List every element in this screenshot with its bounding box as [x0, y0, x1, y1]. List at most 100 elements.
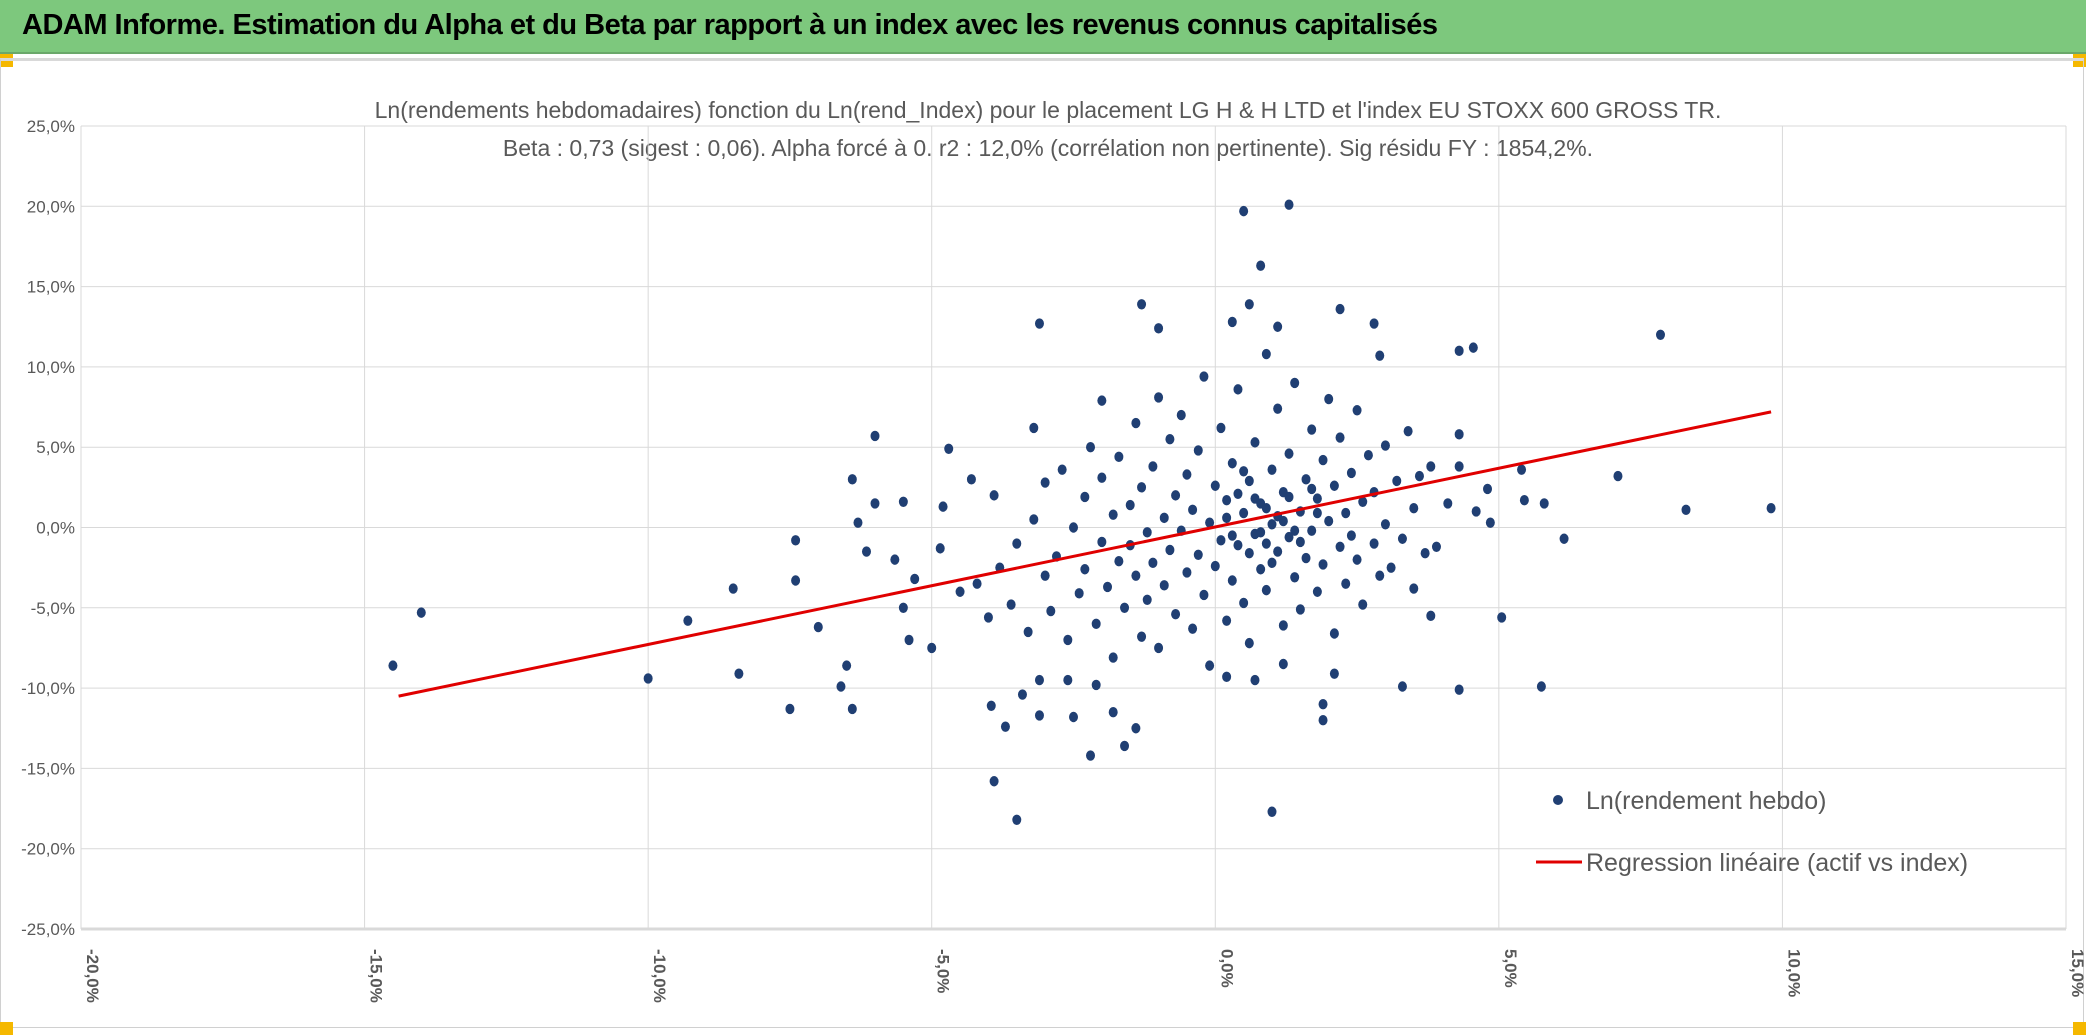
data-point [1176, 409, 1186, 421]
data-point [1267, 519, 1277, 530]
data-point [1040, 570, 1050, 581]
data-point [1278, 658, 1288, 670]
data-point [842, 660, 852, 671]
data-point [1040, 477, 1050, 488]
data-point [1273, 321, 1283, 332]
data-point [1244, 637, 1254, 649]
data-point [1205, 517, 1215, 528]
data-point [1335, 432, 1345, 443]
y-tick-label: 15,0% [27, 278, 75, 297]
data-point [1443, 498, 1453, 509]
data-point [1681, 504, 1691, 516]
legend-label-regression: Regression linéaire (actif vs index) [1586, 849, 1968, 877]
y-tick-label: -5,0% [31, 599, 75, 618]
x-tick-label: 10,0% [1784, 949, 1803, 997]
data-point [1239, 205, 1249, 217]
data-point [927, 642, 937, 654]
data-point [1352, 405, 1362, 416]
data-point [1165, 433, 1175, 445]
data-point [1483, 483, 1493, 495]
data-point [1108, 706, 1118, 718]
legend-marker-points [1553, 795, 1563, 805]
data-point [1454, 461, 1464, 472]
data-point [1426, 461, 1436, 472]
data-point [1148, 461, 1158, 472]
data-point [1426, 610, 1436, 622]
data-point [1536, 681, 1546, 692]
data-point [1091, 679, 1101, 691]
data-point [1261, 348, 1271, 360]
data-point [1108, 509, 1118, 520]
data-point [1188, 504, 1198, 516]
data-point [935, 543, 945, 554]
data-point [1497, 612, 1507, 623]
data-point [1250, 493, 1260, 504]
data-point [1227, 458, 1237, 469]
data-point [1278, 620, 1288, 631]
data-point [791, 575, 801, 586]
data-point [1120, 740, 1130, 752]
data-point [1267, 557, 1277, 569]
data-point [1307, 525, 1317, 536]
data-point [1222, 671, 1232, 683]
data-point [1250, 437, 1260, 448]
data-point [734, 668, 744, 679]
data-point [1057, 464, 1067, 475]
chart-subtitle: Beta : 0,73 (sigest : 0,06). Alpha forcé… [503, 135, 1593, 161]
data-point [1250, 674, 1260, 686]
data-point [1006, 599, 1016, 610]
data-point [1227, 316, 1237, 328]
data-point [1244, 547, 1254, 559]
data-point [1216, 535, 1226, 546]
data-point [1318, 715, 1328, 726]
data-point [1256, 527, 1266, 538]
data-point [1392, 475, 1402, 487]
data-point [1256, 564, 1266, 575]
data-point [1409, 583, 1419, 594]
data-point [1261, 503, 1271, 514]
data-point [1114, 451, 1124, 463]
data-point [1012, 538, 1022, 549]
data-point [791, 535, 801, 546]
data-point [1244, 299, 1254, 310]
selection-handle[interactable] [2073, 1022, 2086, 1035]
data-point [1559, 533, 1569, 544]
data-point [785, 703, 795, 715]
selection-handle[interactable] [0, 1022, 13, 1035]
x-tick-label: -15,0% [367, 949, 386, 1003]
data-point [1329, 668, 1339, 679]
data-point [1063, 674, 1073, 686]
y-tick-label: 25,0% [27, 117, 75, 136]
data-point [1017, 689, 1027, 700]
data-point [898, 602, 908, 613]
data-point [1312, 586, 1322, 597]
data-point [898, 496, 908, 508]
data-point [989, 776, 999, 787]
chart-frame [0, 58, 2084, 1028]
data-point [1182, 469, 1192, 480]
data-point [1267, 464, 1277, 475]
data-point [1261, 584, 1271, 596]
data-point [1324, 393, 1334, 405]
regression-line-group [398, 410, 1772, 698]
data-point [1386, 562, 1396, 573]
data-point [1193, 445, 1203, 456]
data-point [1142, 594, 1152, 605]
axis-ticks: -20,0% -15,0% -10,0% -5,0% 0,0% 5,0% 10,0% 15,0… [21, 117, 2086, 1003]
data-point [1318, 559, 1328, 570]
data-point [1034, 710, 1044, 721]
data-point [1182, 567, 1192, 578]
data-point [1097, 472, 1107, 483]
data-point [1369, 538, 1379, 549]
data-point [1301, 552, 1311, 564]
data-point [1023, 626, 1033, 638]
data-point [1397, 681, 1407, 692]
data-point [1539, 498, 1549, 509]
data-point [1454, 684, 1464, 695]
data-point [989, 490, 999, 501]
data-point [1409, 503, 1419, 514]
data-point [890, 554, 900, 565]
data-point [1380, 519, 1390, 530]
data-point [1454, 429, 1464, 440]
